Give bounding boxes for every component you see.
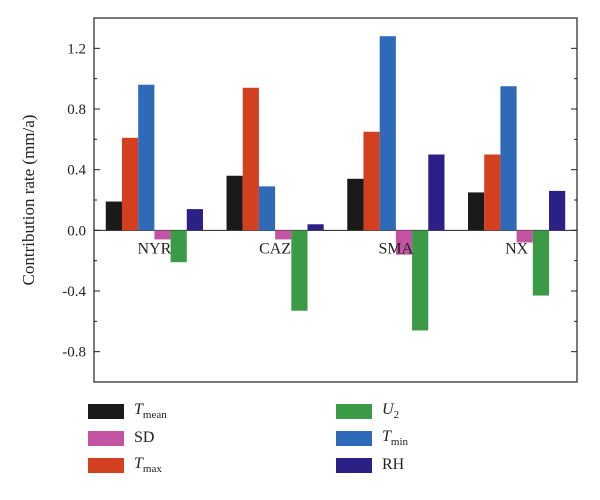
y-tick-label: 1.2 (67, 41, 86, 57)
y-tick-label: 0.4 (67, 163, 86, 179)
category-label: NYR (137, 240, 171, 257)
legend-item-tmax: Tmax (88, 454, 162, 476)
legend-swatch (336, 457, 372, 473)
bar-tmean-nyr (105, 201, 122, 231)
legend: Tmean SD Tmax U2 Tmin RH (88, 400, 528, 490)
category-label: SMA (379, 240, 414, 257)
bar-rh-sma (428, 154, 445, 231)
legend-item-tmin: Tmin (336, 427, 408, 449)
bar-chart: -0.8 -0.4 0.0 0.4 0.8 1.2 Contribution rate (m… (19, 17, 578, 383)
bar-tmax-nyr (121, 137, 139, 231)
legend-item-rh: RH (336, 454, 404, 476)
legend-item-tmean: Tmean (88, 400, 167, 422)
bar-tmin-nx (500, 86, 517, 231)
legend-label: Tmin (382, 428, 409, 448)
bar-tmean-caz (226, 175, 243, 231)
y-tick-label: -0.8 (62, 345, 86, 361)
category-label: CAZ (259, 240, 291, 257)
bar-tmax-nx (484, 154, 501, 231)
bar-tmin-sma (379, 36, 396, 231)
legend-item-u2: U2 (336, 400, 399, 422)
bar-tmin-nyr (138, 84, 155, 231)
bar-rh-caz (307, 224, 324, 231)
y-tick-label: 0.0 (67, 223, 86, 239)
legend-swatch (88, 403, 124, 419)
legend-label: U2 (382, 401, 400, 421)
legend-swatch (88, 457, 124, 473)
bar-sd-nyr (154, 230, 171, 240)
legend-label: Tmean (134, 401, 167, 421)
bar-u2-nx (532, 230, 550, 296)
y-tick-label: 0.8 (67, 102, 86, 118)
bar-u2-sma (412, 230, 429, 331)
bar-tmean-sma (347, 178, 364, 231)
legend-swatch (88, 430, 124, 446)
bar-rh-nyr (186, 209, 203, 231)
legend-swatch (336, 430, 372, 446)
bar-u2-caz (291, 230, 308, 311)
plot-area: -0.8 -0.4 0.0 0.4 0.8 1.2 Contribution rate (m… (19, 17, 578, 383)
bar-tmax-sma (363, 131, 380, 231)
bar-tmax-caz (242, 87, 259, 231)
bar-u2-nyr (170, 230, 187, 263)
bar-sd-sma (395, 230, 413, 255)
category-label: NX (505, 240, 529, 257)
y-axis-label: Contribution rate (mm/a) (19, 115, 38, 286)
legend-label: RH (382, 456, 405, 473)
bar-rh-nx (549, 190, 566, 231)
legend-label: SD (134, 429, 155, 446)
bar-sd-caz (275, 230, 292, 240)
y-tick-label: -0.4 (62, 284, 86, 300)
legend-label: Tmax (134, 455, 162, 475)
bar-sd-nx (516, 230, 533, 243)
legend-item-sd: SD (88, 427, 154, 449)
legend-swatch (336, 403, 372, 419)
bar-tmin-caz (258, 186, 276, 231)
bar-tmean-nx (468, 192, 485, 231)
